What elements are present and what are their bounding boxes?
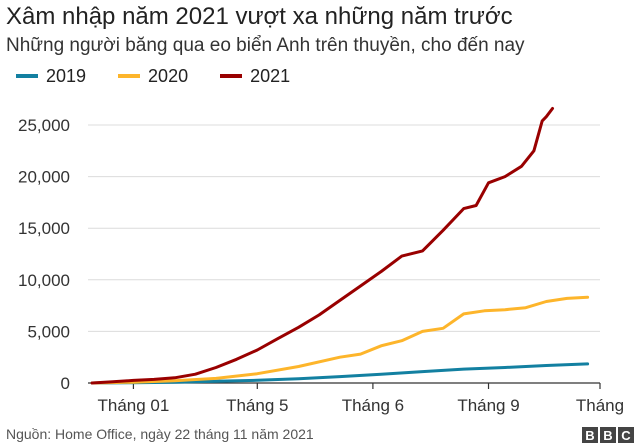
legend-label-2021: 2021 bbox=[250, 65, 291, 86]
legend-swatch-2021 bbox=[220, 74, 243, 78]
legend: 2019 2020 2021 bbox=[16, 64, 322, 88]
x-tick-label-2: Tháng 6 bbox=[342, 396, 404, 415]
legend-label-2020: 2020 bbox=[148, 65, 189, 86]
y-tick-label-1: 5,000 bbox=[27, 322, 70, 341]
line-chart: 0 5,000 10,000 15,000 20,000 25,000 Tháng 01 Th… bbox=[18, 107, 624, 415]
source-note: Nguồn: Home Office, ngày 22 tháng 11 năm… bbox=[6, 426, 314, 442]
x-tick-label-4: Tháng bbox=[576, 396, 624, 415]
bbc-logo-letter-2: B bbox=[600, 427, 616, 443]
y-tick-label-3: 15,000 bbox=[18, 219, 70, 238]
legend-label-2019: 2019 bbox=[46, 65, 87, 86]
x-tick-label-1: Tháng 5 bbox=[226, 396, 288, 415]
x-tick-label-3: Tháng 9 bbox=[457, 396, 519, 415]
y-tick-label-2: 10,000 bbox=[18, 271, 70, 290]
series-line-2021 bbox=[90, 107, 554, 385]
legend-item-2020: 2020 bbox=[118, 66, 188, 87]
bbc-logo: B B C bbox=[580, 427, 634, 443]
y-tick-label-4: 20,000 bbox=[18, 168, 70, 187]
chart-subtitle: Những người băng qua eo biển Anh trên th… bbox=[6, 35, 525, 56]
bbc-logo-letter-3: C bbox=[618, 427, 634, 443]
bbc-logo-letter-1: B bbox=[582, 427, 598, 443]
legend-item-2019: 2019 bbox=[16, 66, 86, 87]
x-tick-label-0: Tháng 01 bbox=[97, 396, 169, 415]
legend-swatch-2019 bbox=[16, 74, 38, 78]
series-line-2020 bbox=[90, 295, 590, 385]
legend-swatch-2020 bbox=[118, 74, 141, 78]
chart-title: Xâm nhập năm 2021 vượt xa những năm trướ… bbox=[6, 3, 513, 30]
legend-item-2021: 2021 bbox=[220, 66, 290, 87]
y-tick-label-5: 25,000 bbox=[18, 116, 70, 135]
y-tick-label-0: 0 bbox=[61, 374, 70, 393]
